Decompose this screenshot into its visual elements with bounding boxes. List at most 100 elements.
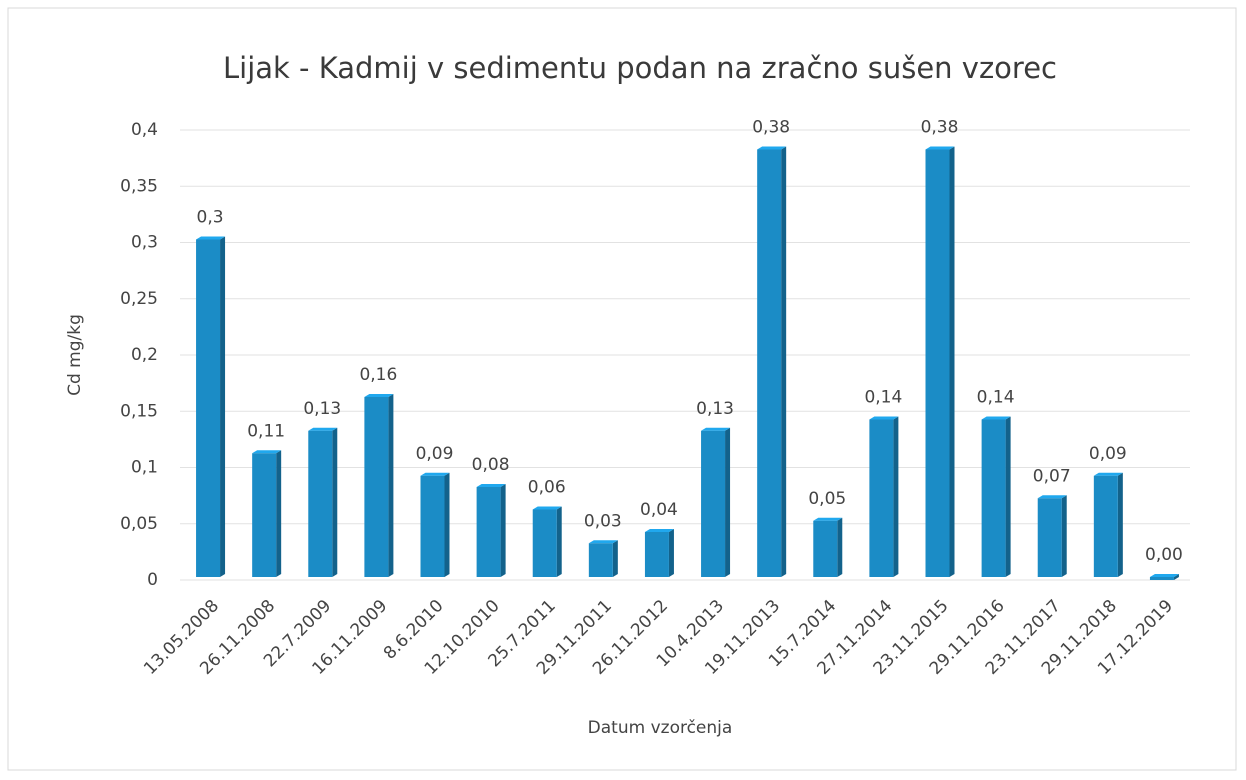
- bar: [364, 394, 394, 577]
- bar-top: [757, 146, 787, 150]
- bar-side: [1173, 574, 1179, 580]
- bar-front: [925, 149, 950, 577]
- bar: [252, 450, 282, 577]
- bar-side: [612, 540, 618, 577]
- bar-front: [196, 239, 221, 577]
- bar-front: [308, 430, 333, 577]
- data-label: 0,38: [752, 118, 790, 138]
- bar-side: [893, 416, 899, 577]
- data-label: 0,05: [808, 489, 846, 509]
- bar-front: [1149, 577, 1174, 580]
- bar-front: [644, 532, 669, 577]
- bar: [532, 506, 562, 577]
- bar-side: [1117, 472, 1123, 577]
- bar-front: [364, 397, 389, 577]
- bar-top: [869, 416, 899, 420]
- bar-top: [532, 506, 562, 510]
- bar-top: [1037, 495, 1067, 499]
- data-label: 0,11: [247, 421, 285, 441]
- bar-side: [332, 427, 338, 577]
- bar: [757, 146, 787, 577]
- y-tick-label: 0,15: [120, 401, 158, 421]
- bar-side: [668, 529, 674, 577]
- bar: [1093, 472, 1123, 577]
- bar-side: [837, 517, 843, 577]
- bar: [701, 427, 731, 577]
- bar-top: [308, 427, 338, 431]
- bar: [588, 540, 618, 577]
- data-label: 0,3: [197, 208, 224, 228]
- bar: [813, 517, 843, 577]
- bar-top: [813, 517, 843, 521]
- data-label: 0,03: [584, 511, 622, 531]
- data-label: 0,13: [696, 399, 734, 419]
- y-tick-label: 0,1: [131, 458, 158, 478]
- bar-side: [220, 236, 226, 577]
- bar-top: [1149, 574, 1179, 577]
- bar-side: [1005, 416, 1011, 577]
- bar-top: [588, 540, 618, 544]
- data-label: 0,16: [359, 365, 397, 385]
- bar-front: [813, 520, 838, 577]
- bar-front: [252, 453, 277, 577]
- bar-front: [1037, 498, 1062, 577]
- bar-front: [701, 430, 726, 577]
- bar-top: [981, 416, 1011, 420]
- data-label: 0,00: [1145, 545, 1183, 565]
- bar-top: [364, 394, 394, 397]
- bar-top: [644, 529, 674, 532]
- data-label: 0,14: [977, 388, 1015, 408]
- bar: [1037, 495, 1067, 577]
- bar-side: [556, 506, 562, 577]
- bar-side: [725, 427, 731, 577]
- bar: [925, 146, 955, 577]
- bar: [981, 416, 1011, 577]
- bar-top: [252, 450, 282, 454]
- bar-side: [500, 484, 506, 577]
- bar-front: [869, 419, 894, 577]
- chart-title: Lijak - Kadmij v sedimentu podan na zrač…: [223, 51, 1057, 85]
- bar-top: [420, 472, 450, 476]
- bar-front: [1093, 475, 1118, 577]
- data-label: 0,13: [303, 399, 341, 419]
- y-tick-label: 0: [147, 570, 158, 590]
- bar: [1149, 574, 1179, 580]
- bar: [196, 236, 226, 577]
- bar-front: [981, 419, 1006, 577]
- y-tick-label: 0,2: [131, 345, 158, 365]
- data-label: 0,14: [864, 388, 902, 408]
- bar-front: [757, 149, 782, 577]
- data-label: 0,07: [1033, 466, 1071, 486]
- bar-front: [532, 509, 557, 577]
- bar: [308, 427, 338, 577]
- bar-side: [444, 472, 450, 577]
- y-tick-label: 0,35: [120, 176, 158, 196]
- data-label: 0,08: [472, 455, 510, 475]
- data-label: 0,38: [921, 118, 959, 138]
- bar-top: [925, 146, 955, 150]
- data-label: 0,06: [528, 478, 566, 498]
- bar-front: [476, 487, 501, 577]
- data-label: 0,09: [416, 444, 454, 464]
- bar-top: [1093, 472, 1123, 476]
- bar-side: [276, 450, 282, 577]
- bar-top: [701, 427, 731, 431]
- x-axis-label: Datum vzorčenja: [588, 718, 733, 738]
- bar: [476, 484, 506, 577]
- bar: [420, 472, 450, 577]
- bar-front: [420, 475, 445, 577]
- bar-side: [781, 146, 787, 577]
- y-tick-label: 0,3: [131, 233, 158, 253]
- y-tick-label: 0,25: [120, 289, 158, 309]
- bar-top: [196, 236, 226, 240]
- bar: [644, 529, 674, 577]
- bar: [869, 416, 899, 577]
- bar-side: [388, 394, 394, 577]
- data-label: 0,09: [1089, 444, 1127, 464]
- bar-side: [1061, 495, 1067, 577]
- y-tick-label: 0,4: [131, 120, 158, 140]
- bar-top: [476, 484, 506, 487]
- y-tick-label: 0,05: [120, 514, 158, 534]
- bar-front: [588, 543, 613, 577]
